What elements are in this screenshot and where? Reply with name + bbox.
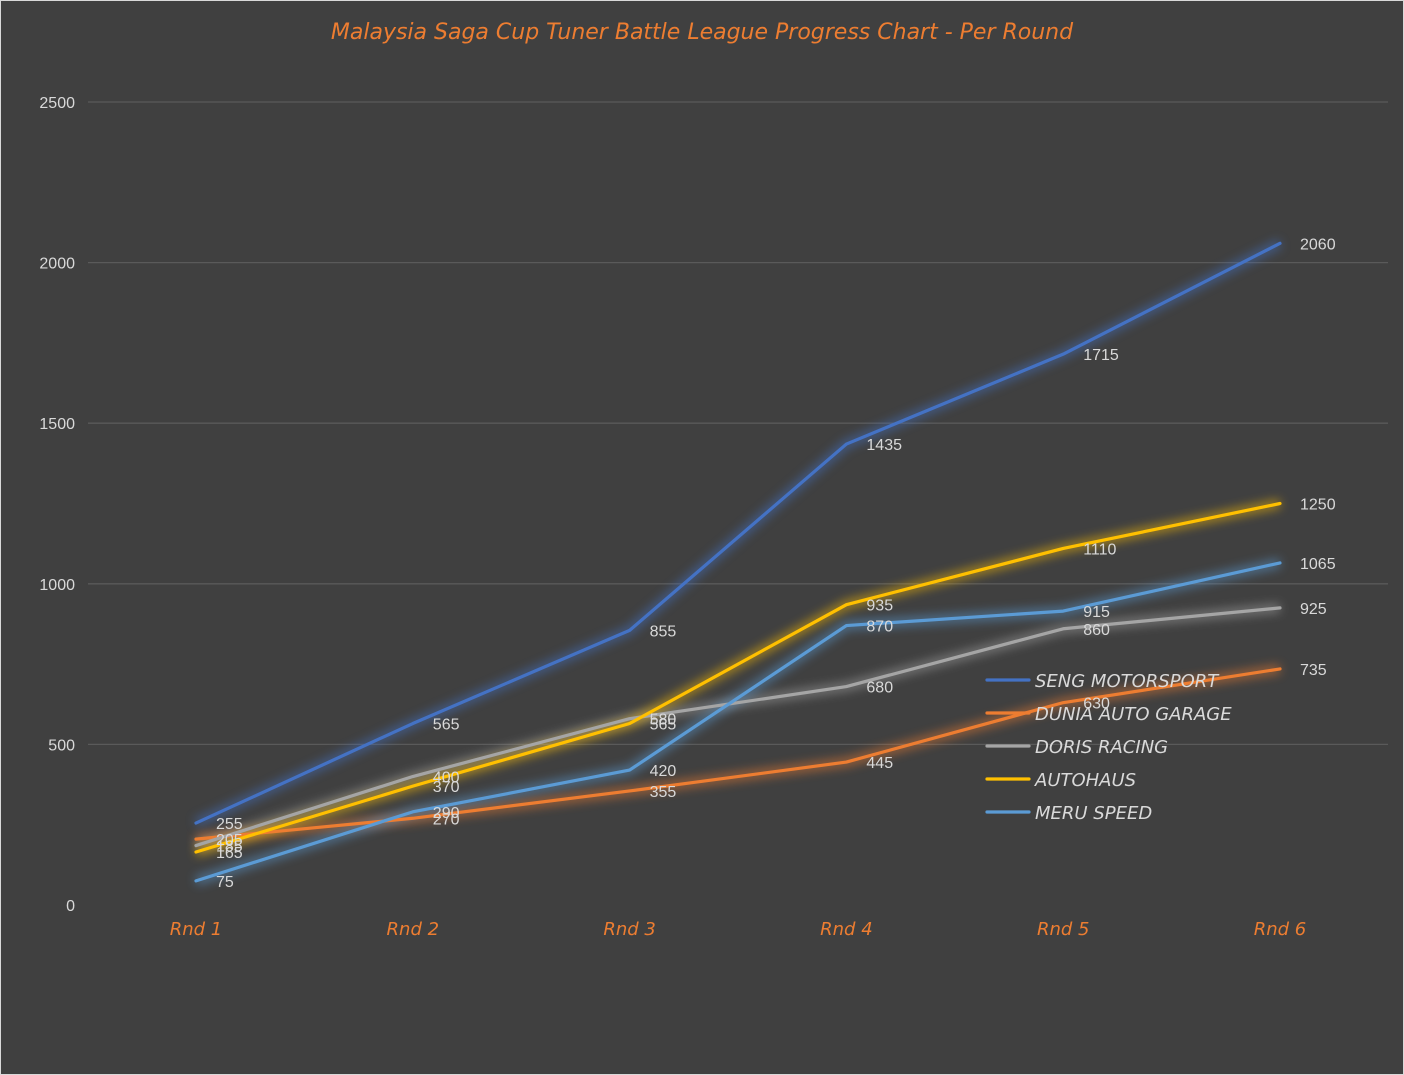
y-tick-label: 1000: [39, 577, 75, 594]
data-label: 1715: [1083, 347, 1119, 364]
data-labels: 255 565 855 1435 1715 2060 205 270 355 445 630 735 1…: [216, 236, 1336, 891]
x-tick-label: Rnd 1: [170, 919, 223, 940]
gridlines: [88, 101, 1388, 746]
legend-label-seng-motorsport: SENG MOTORSPORT: [1035, 671, 1220, 692]
legend-label-dunia-auto-garage: DUNIA AUTO GARAGE: [1035, 704, 1232, 725]
series-line-autohaus: [194, 501, 1282, 854]
data-label: 630: [1083, 696, 1110, 713]
data-label: 855: [650, 623, 677, 640]
data-label: 925: [1300, 601, 1327, 618]
data-label: 565: [433, 717, 460, 734]
data-label: 400: [433, 770, 460, 787]
data-label: 185: [216, 839, 243, 856]
data-label: 580: [650, 712, 677, 729]
legend-label-meru-speed: MERU SPEED: [1035, 803, 1152, 824]
y-tick-label: 2500: [39, 95, 75, 112]
data-label: 1435: [866, 437, 902, 454]
data-label: 270: [433, 811, 460, 828]
y-tick-label: 1500: [39, 416, 75, 433]
series-lines: [194, 241, 1282, 883]
series-line-meru-speed: [194, 561, 1282, 883]
data-label: 870: [866, 619, 893, 636]
series-line-seng-motorsport: [194, 241, 1282, 825]
data-label: 565: [650, 717, 677, 734]
x-tick-label: Rnd 4: [820, 919, 873, 940]
x-tick-label: Rnd 2: [387, 919, 440, 940]
data-label: 355: [650, 784, 677, 801]
legend-label-doris-racing: DORIS RACING: [1035, 737, 1168, 758]
y-tick-label: 500: [48, 737, 75, 754]
legend-label-autohaus: AUTOHAUS: [1034, 770, 1136, 791]
data-label: 1250: [1300, 497, 1336, 514]
data-label: 75: [216, 874, 234, 891]
data-label: 370: [433, 779, 460, 796]
data-label: 735: [1300, 662, 1327, 679]
data-label: 1065: [1300, 556, 1336, 573]
data-label: 860: [1083, 622, 1110, 639]
x-tick-label: Rnd 3: [603, 919, 656, 940]
legend: SENG MOTORSPORT DUNIA AUTO GARAGE DORIS RA…: [985, 671, 1232, 824]
y-tick-label: 2000: [39, 256, 75, 273]
data-label: 915: [1083, 604, 1110, 621]
data-label: 1110: [1083, 541, 1116, 558]
series-line-doris-racing: [194, 606, 1282, 848]
data-label: 255: [216, 816, 243, 833]
data-label: 205: [216, 832, 243, 849]
chart-title: Malaysia Saga Cup Tuner Battle League Pr…: [331, 20, 1074, 45]
data-label: 680: [866, 680, 893, 697]
data-label: 935: [866, 598, 893, 615]
data-label: 445: [866, 755, 893, 772]
data-label: 290: [433, 805, 460, 822]
data-label: 420: [650, 763, 677, 780]
x-axis: Rnd 1 Rnd 2 Rnd 3 Rnd 4 Rnd 5 Rnd 6: [170, 919, 1307, 940]
y-axis: 0 500 1000 1500 2000 2500: [39, 95, 75, 915]
x-tick-label: Rnd 6: [1254, 919, 1307, 940]
y-tick-label: 0: [66, 898, 75, 915]
x-tick-label: Rnd 5: [1037, 919, 1090, 940]
data-label: 165: [216, 845, 243, 862]
data-label: 2060: [1300, 236, 1336, 253]
